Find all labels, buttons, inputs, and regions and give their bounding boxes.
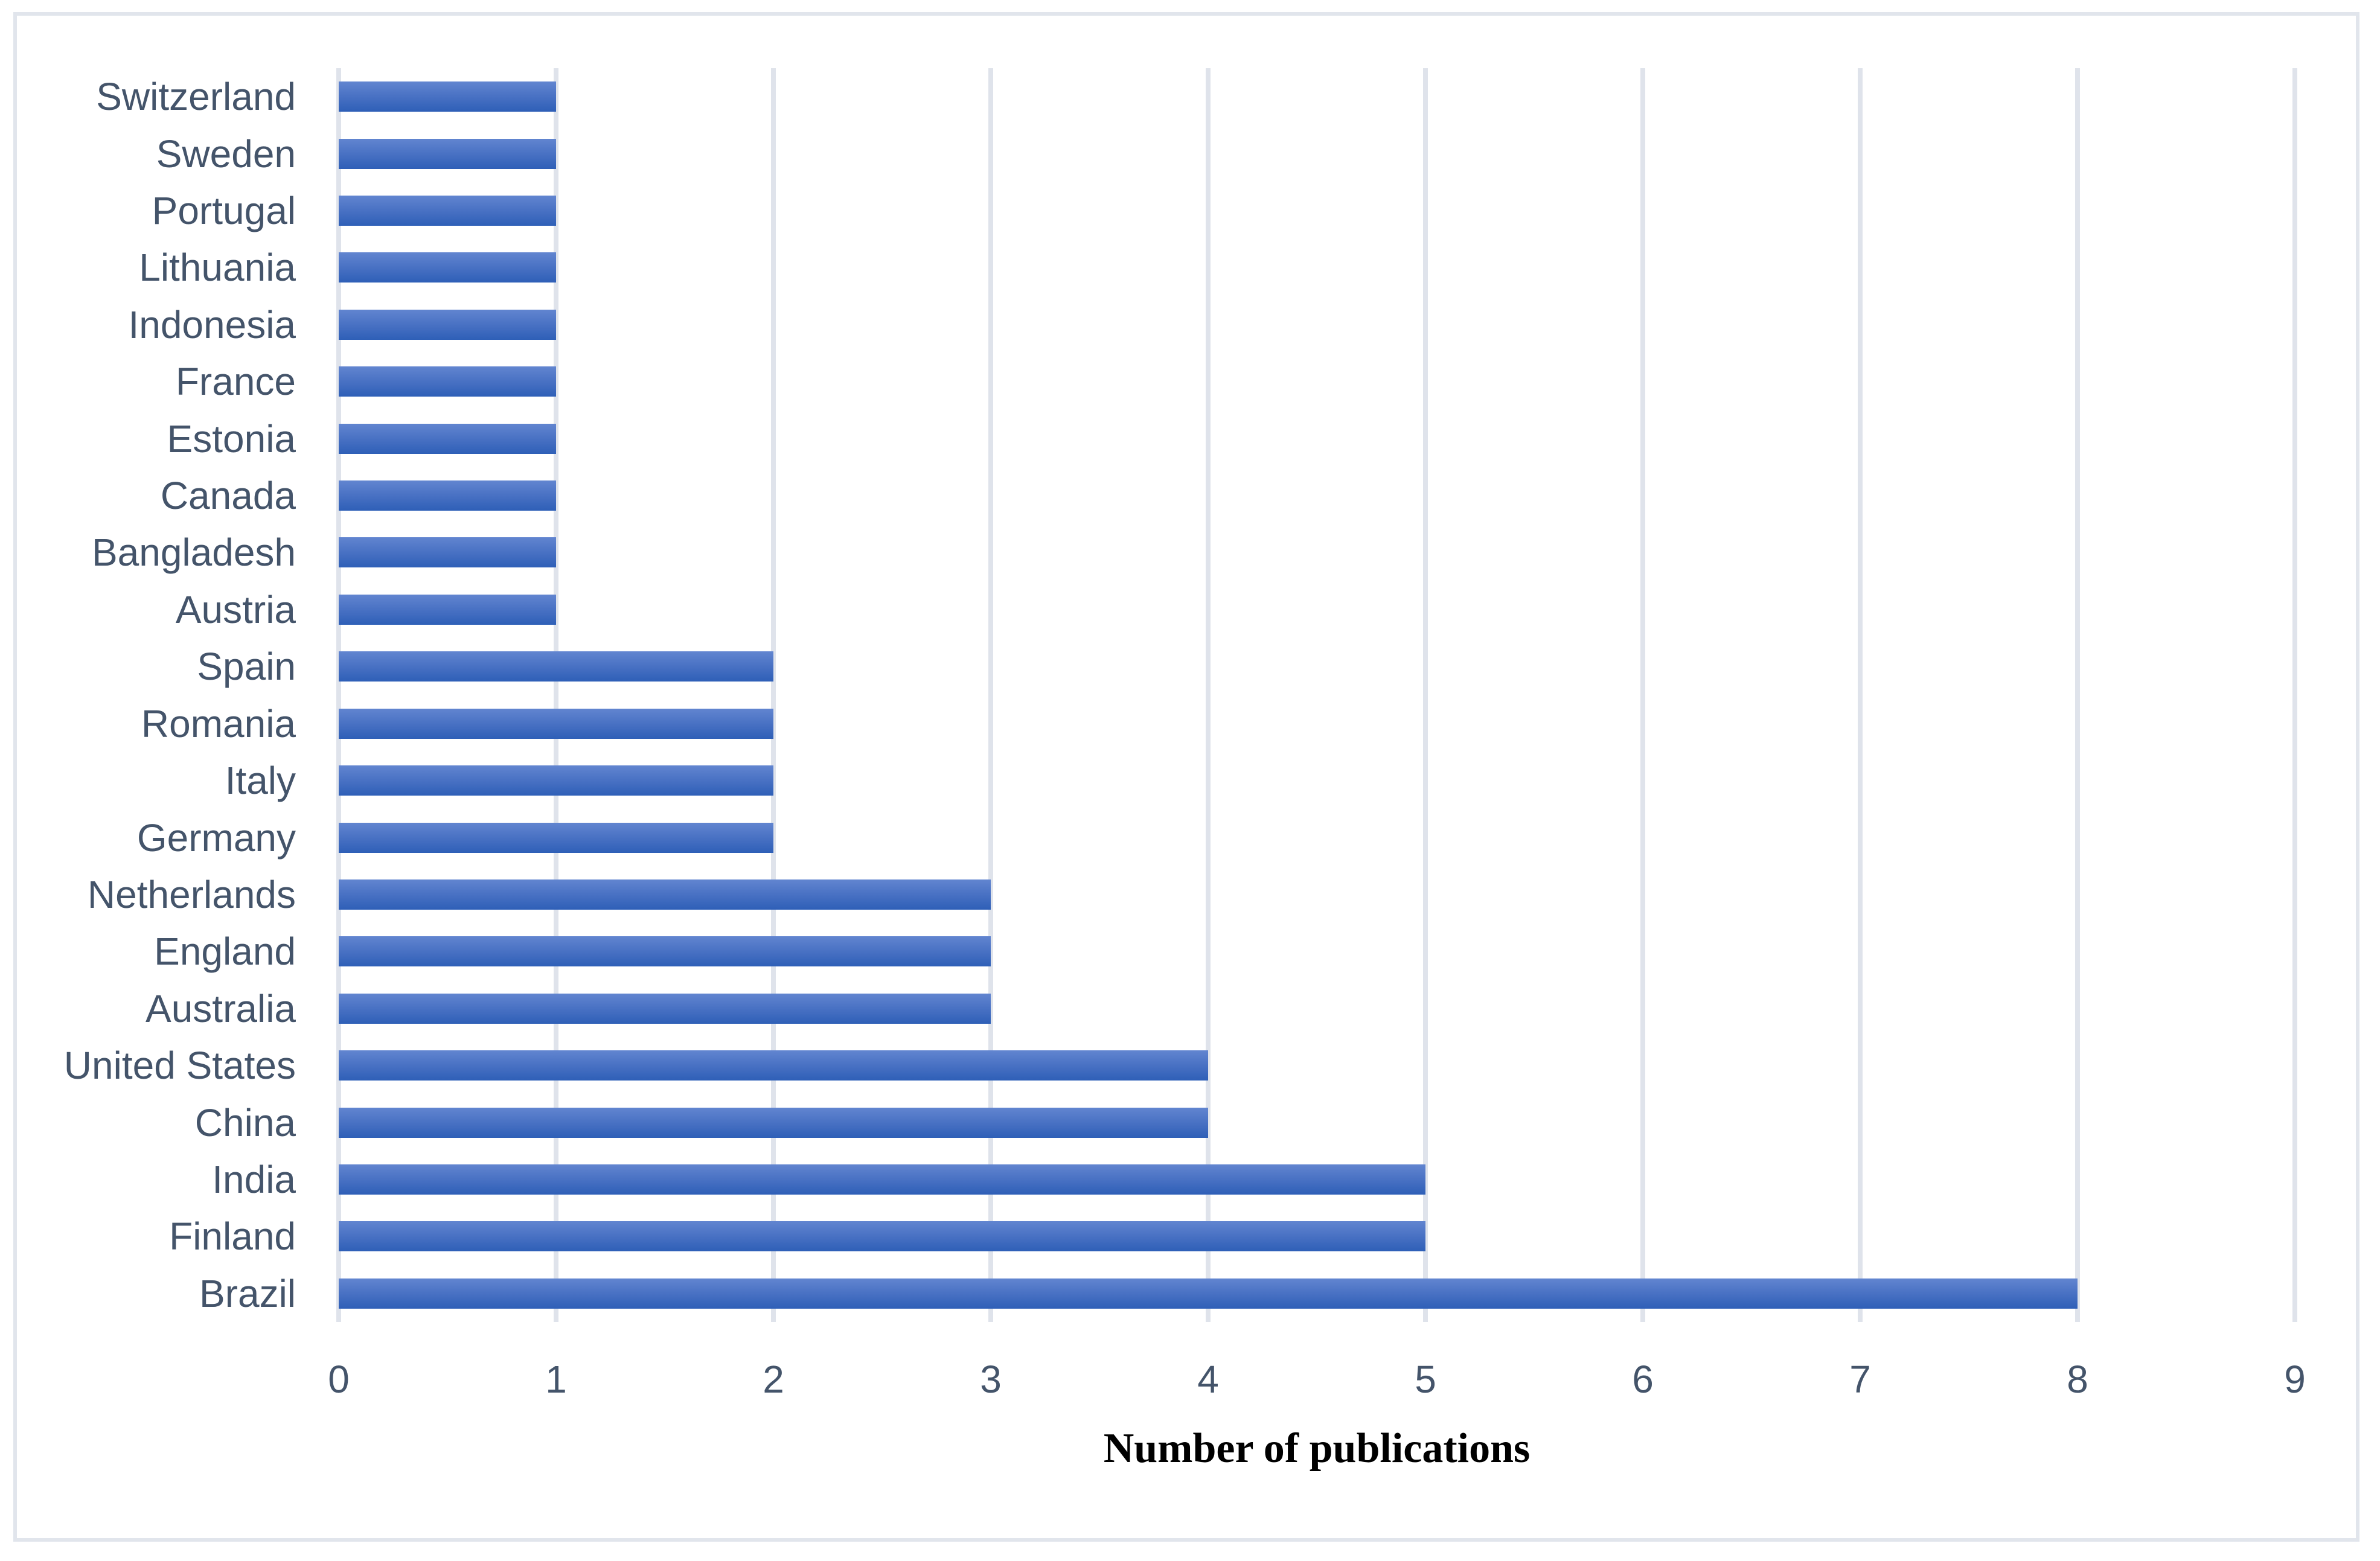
bar-france: [339, 366, 556, 397]
bar-india: [339, 1164, 1425, 1195]
bar-brazil: [339, 1278, 2078, 1309]
bar-canada: [339, 480, 556, 511]
gridline-7: [1858, 68, 1863, 1322]
category-label-bangladesh: Bangladesh: [91, 531, 296, 575]
bar-netherlands: [339, 879, 991, 910]
x-tick-label-0: 0: [328, 1358, 350, 1401]
bar-bangladesh: [339, 537, 556, 568]
x-tick-label-1: 1: [545, 1358, 567, 1401]
bar-united-states: [339, 1050, 1208, 1081]
category-label-australia: Australia: [146, 986, 296, 1030]
x-tick-label-2: 2: [763, 1358, 784, 1401]
bar-estonia: [339, 423, 556, 454]
bar-italy: [339, 765, 773, 796]
category-label-finland: Finland: [169, 1215, 296, 1259]
bar-spain: [339, 651, 773, 682]
gridline-9: [2292, 68, 2297, 1322]
category-label-united-states: United States: [63, 1044, 296, 1088]
x-tick-label-9: 9: [2284, 1358, 2306, 1401]
bar-germany: [339, 822, 773, 853]
category-label-china: China: [194, 1100, 296, 1144]
x-axis-title: Number of publications: [1103, 1425, 1531, 1472]
category-label-canada: Canada: [160, 474, 296, 518]
x-tick-label-5: 5: [1415, 1358, 1436, 1401]
bar-china: [339, 1107, 1208, 1138]
category-label-sweden: Sweden: [156, 132, 296, 176]
gridline-4: [1206, 68, 1211, 1322]
category-label-spain: Spain: [197, 645, 296, 689]
bar-finland: [339, 1221, 1425, 1252]
category-label-france: France: [175, 360, 296, 404]
bar-sweden: [339, 138, 556, 169]
category-label-switzerland: Switzerland: [96, 75, 296, 119]
bar-switzerland: [339, 81, 556, 112]
category-label-brazil: Brazil: [199, 1271, 296, 1315]
category-label-netherlands: Netherlands: [87, 872, 296, 916]
gridline-8: [2075, 68, 2080, 1322]
category-label-india: India: [212, 1157, 296, 1201]
gridline-3: [988, 68, 993, 1322]
gridline-1: [554, 68, 558, 1322]
x-tick-label-7: 7: [1849, 1358, 1871, 1401]
bar-austria: [339, 594, 556, 625]
x-tick-label-3: 3: [980, 1358, 1002, 1401]
category-label-england: England: [154, 930, 296, 974]
x-tick-label-6: 6: [1632, 1358, 1654, 1401]
plot-area: [336, 68, 2297, 1322]
category-label-indonesia: Indonesia: [128, 302, 296, 346]
category-label-austria: Austria: [175, 587, 296, 631]
category-label-estonia: Estonia: [167, 417, 296, 461]
gridline-6: [1640, 68, 1645, 1322]
gridline-2: [771, 68, 776, 1322]
bar-portugal: [339, 196, 556, 226]
category-label-portugal: Portugal: [152, 189, 296, 233]
category-label-germany: Germany: [136, 816, 296, 860]
bar-england: [339, 936, 991, 967]
bar-romania: [339, 708, 773, 739]
bar-lithuania: [339, 252, 556, 283]
x-tick-label-8: 8: [2067, 1358, 2088, 1401]
bar-indonesia: [339, 309, 556, 340]
category-label-italy: Italy: [225, 759, 296, 803]
gridline-0: [336, 68, 341, 1322]
category-label-romania: Romania: [141, 701, 296, 745]
bar-australia: [339, 993, 991, 1024]
gridline-5: [1423, 68, 1428, 1322]
x-tick-label-4: 4: [1197, 1358, 1219, 1401]
category-label-lithuania: Lithuania: [139, 246, 296, 290]
